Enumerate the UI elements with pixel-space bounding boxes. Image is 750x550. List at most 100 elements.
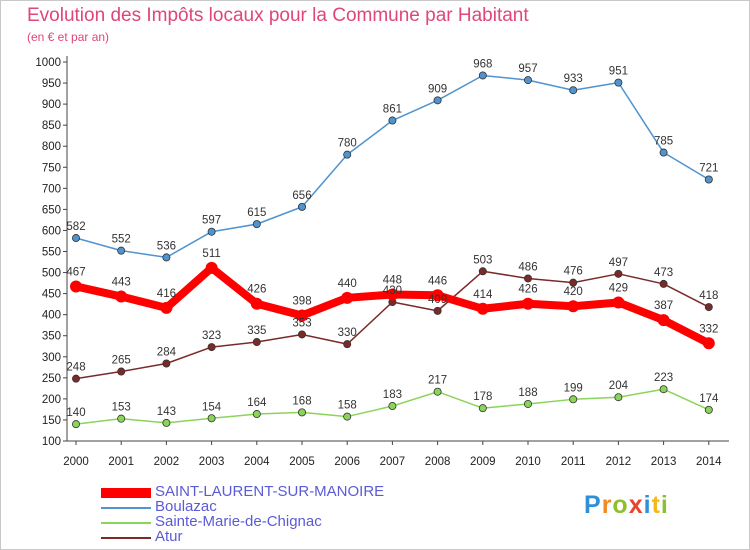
data-point	[115, 290, 128, 303]
data-point	[569, 395, 578, 404]
data-label: 430	[383, 285, 402, 297]
data-label: 174	[699, 393, 719, 405]
chart-subtitle: (en € et par an)	[27, 30, 110, 44]
data-label: 785	[654, 136, 673, 148]
data-point	[659, 148, 668, 157]
legend-swatch	[101, 522, 151, 524]
y-tick-label: 600	[42, 225, 61, 237]
data-label: 968	[473, 58, 492, 70]
x-tick-label: 2006	[334, 456, 360, 468]
data-point	[343, 340, 352, 349]
legend-label: Sainte-Marie-de-Chignac	[155, 513, 322, 530]
data-point	[72, 374, 81, 383]
data-label: 140	[66, 407, 85, 419]
data-point	[478, 71, 487, 80]
data-point	[207, 343, 216, 352]
data-label: 957	[518, 63, 537, 75]
data-point	[659, 385, 668, 394]
data-label: 473	[654, 267, 673, 279]
data-point	[250, 297, 263, 310]
data-point	[343, 150, 352, 159]
y-tick-label: 1000	[35, 57, 61, 69]
x-tick-label: 2011	[561, 456, 586, 468]
data-point	[117, 246, 126, 255]
data-label: 497	[609, 257, 628, 269]
data-point	[569, 278, 578, 287]
data-point	[704, 405, 713, 414]
data-point	[702, 337, 715, 350]
data-point	[524, 274, 533, 283]
data-point	[341, 291, 354, 304]
data-label: 951	[609, 66, 628, 78]
x-tick-label: 2003	[199, 456, 225, 468]
data-label: 330	[338, 327, 357, 339]
x-tick-label: 2007	[380, 456, 406, 468]
axes: 100 150 200 250 300 350 400 450 500 550 600 650 700 7…	[35, 56, 729, 468]
y-tick-label: 250	[42, 373, 61, 385]
legend-swatch	[101, 537, 151, 539]
data-label: 168	[292, 395, 311, 407]
logo-letter: x	[628, 491, 644, 519]
y-tick-label: 950	[42, 78, 61, 90]
x-tick-label: 2010	[515, 456, 541, 468]
data-label: 446	[428, 275, 447, 287]
data-point	[433, 387, 442, 396]
data-label: 420	[564, 286, 583, 298]
data-point	[614, 269, 623, 278]
data-point	[478, 267, 487, 276]
data-label: 780	[338, 138, 357, 150]
data-label: 467	[66, 266, 85, 278]
data-label: 188	[518, 387, 537, 399]
data-point	[117, 367, 126, 376]
data-point	[657, 314, 670, 327]
data-point	[612, 296, 625, 309]
proxiti-logo: Proxiti	[584, 491, 669, 520]
data-label: 615	[247, 207, 266, 219]
x-tick-label: 2008	[425, 456, 451, 468]
data-point	[704, 175, 713, 184]
data-label: 323	[202, 330, 221, 342]
data-label: 332	[699, 323, 718, 335]
y-tick-label: 450	[42, 289, 61, 301]
data-point	[659, 279, 668, 288]
data-point	[433, 96, 442, 105]
y-tick-label: 850	[42, 120, 61, 132]
data-label: 154	[202, 401, 222, 413]
data-point	[72, 420, 81, 429]
data-label: 933	[564, 73, 583, 85]
x-tick-label: 2000	[63, 456, 89, 468]
y-tick-label: 900	[42, 99, 61, 111]
y-tick-label: 200	[42, 394, 61, 406]
data-label: 265	[112, 355, 131, 367]
x-tick-label: 2009	[470, 456, 496, 468]
legend-label: Boulazac	[155, 498, 217, 515]
data-label: 153	[112, 402, 131, 414]
logo-letter: i	[660, 491, 669, 519]
data-label: 164	[247, 397, 267, 409]
x-tick-label: 2013	[651, 456, 677, 468]
data-label: 503	[473, 254, 492, 266]
data-point	[162, 359, 171, 368]
data-label: 183	[383, 389, 402, 401]
data-label: 335	[247, 325, 266, 337]
data-label: 909	[428, 83, 447, 95]
data-label: 536	[157, 240, 176, 252]
data-label: 353	[292, 317, 311, 329]
y-tick-label: 100	[42, 436, 61, 448]
data-label: 178	[473, 391, 492, 403]
data-label: 426	[247, 284, 266, 296]
data-label: 440	[338, 278, 357, 290]
data-label: 476	[564, 266, 583, 278]
data-label: 582	[66, 221, 85, 233]
data-point	[343, 412, 352, 421]
data-label: 448	[383, 274, 402, 286]
logo-letter: o	[612, 491, 629, 519]
data-point	[478, 404, 487, 413]
logo-letter: i	[643, 491, 652, 519]
y-tick-label: 700	[42, 183, 61, 195]
data-point	[433, 306, 442, 315]
y-tick-label: 150	[42, 415, 61, 427]
y-tick-label: 300	[42, 352, 61, 364]
data-point	[252, 410, 261, 419]
